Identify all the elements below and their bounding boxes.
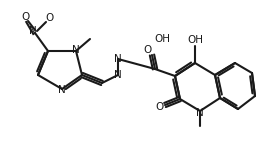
Text: N: N xyxy=(196,108,204,118)
Text: N: N xyxy=(29,26,37,36)
Text: N: N xyxy=(114,70,122,80)
Text: OH: OH xyxy=(154,34,170,44)
Text: OH: OH xyxy=(187,35,203,45)
Text: N: N xyxy=(114,54,122,64)
Text: O: O xyxy=(46,13,54,23)
Text: O: O xyxy=(22,12,30,22)
Text: N: N xyxy=(72,45,80,55)
Text: O: O xyxy=(144,45,152,55)
Text: N: N xyxy=(58,85,66,95)
Text: O: O xyxy=(156,102,164,112)
